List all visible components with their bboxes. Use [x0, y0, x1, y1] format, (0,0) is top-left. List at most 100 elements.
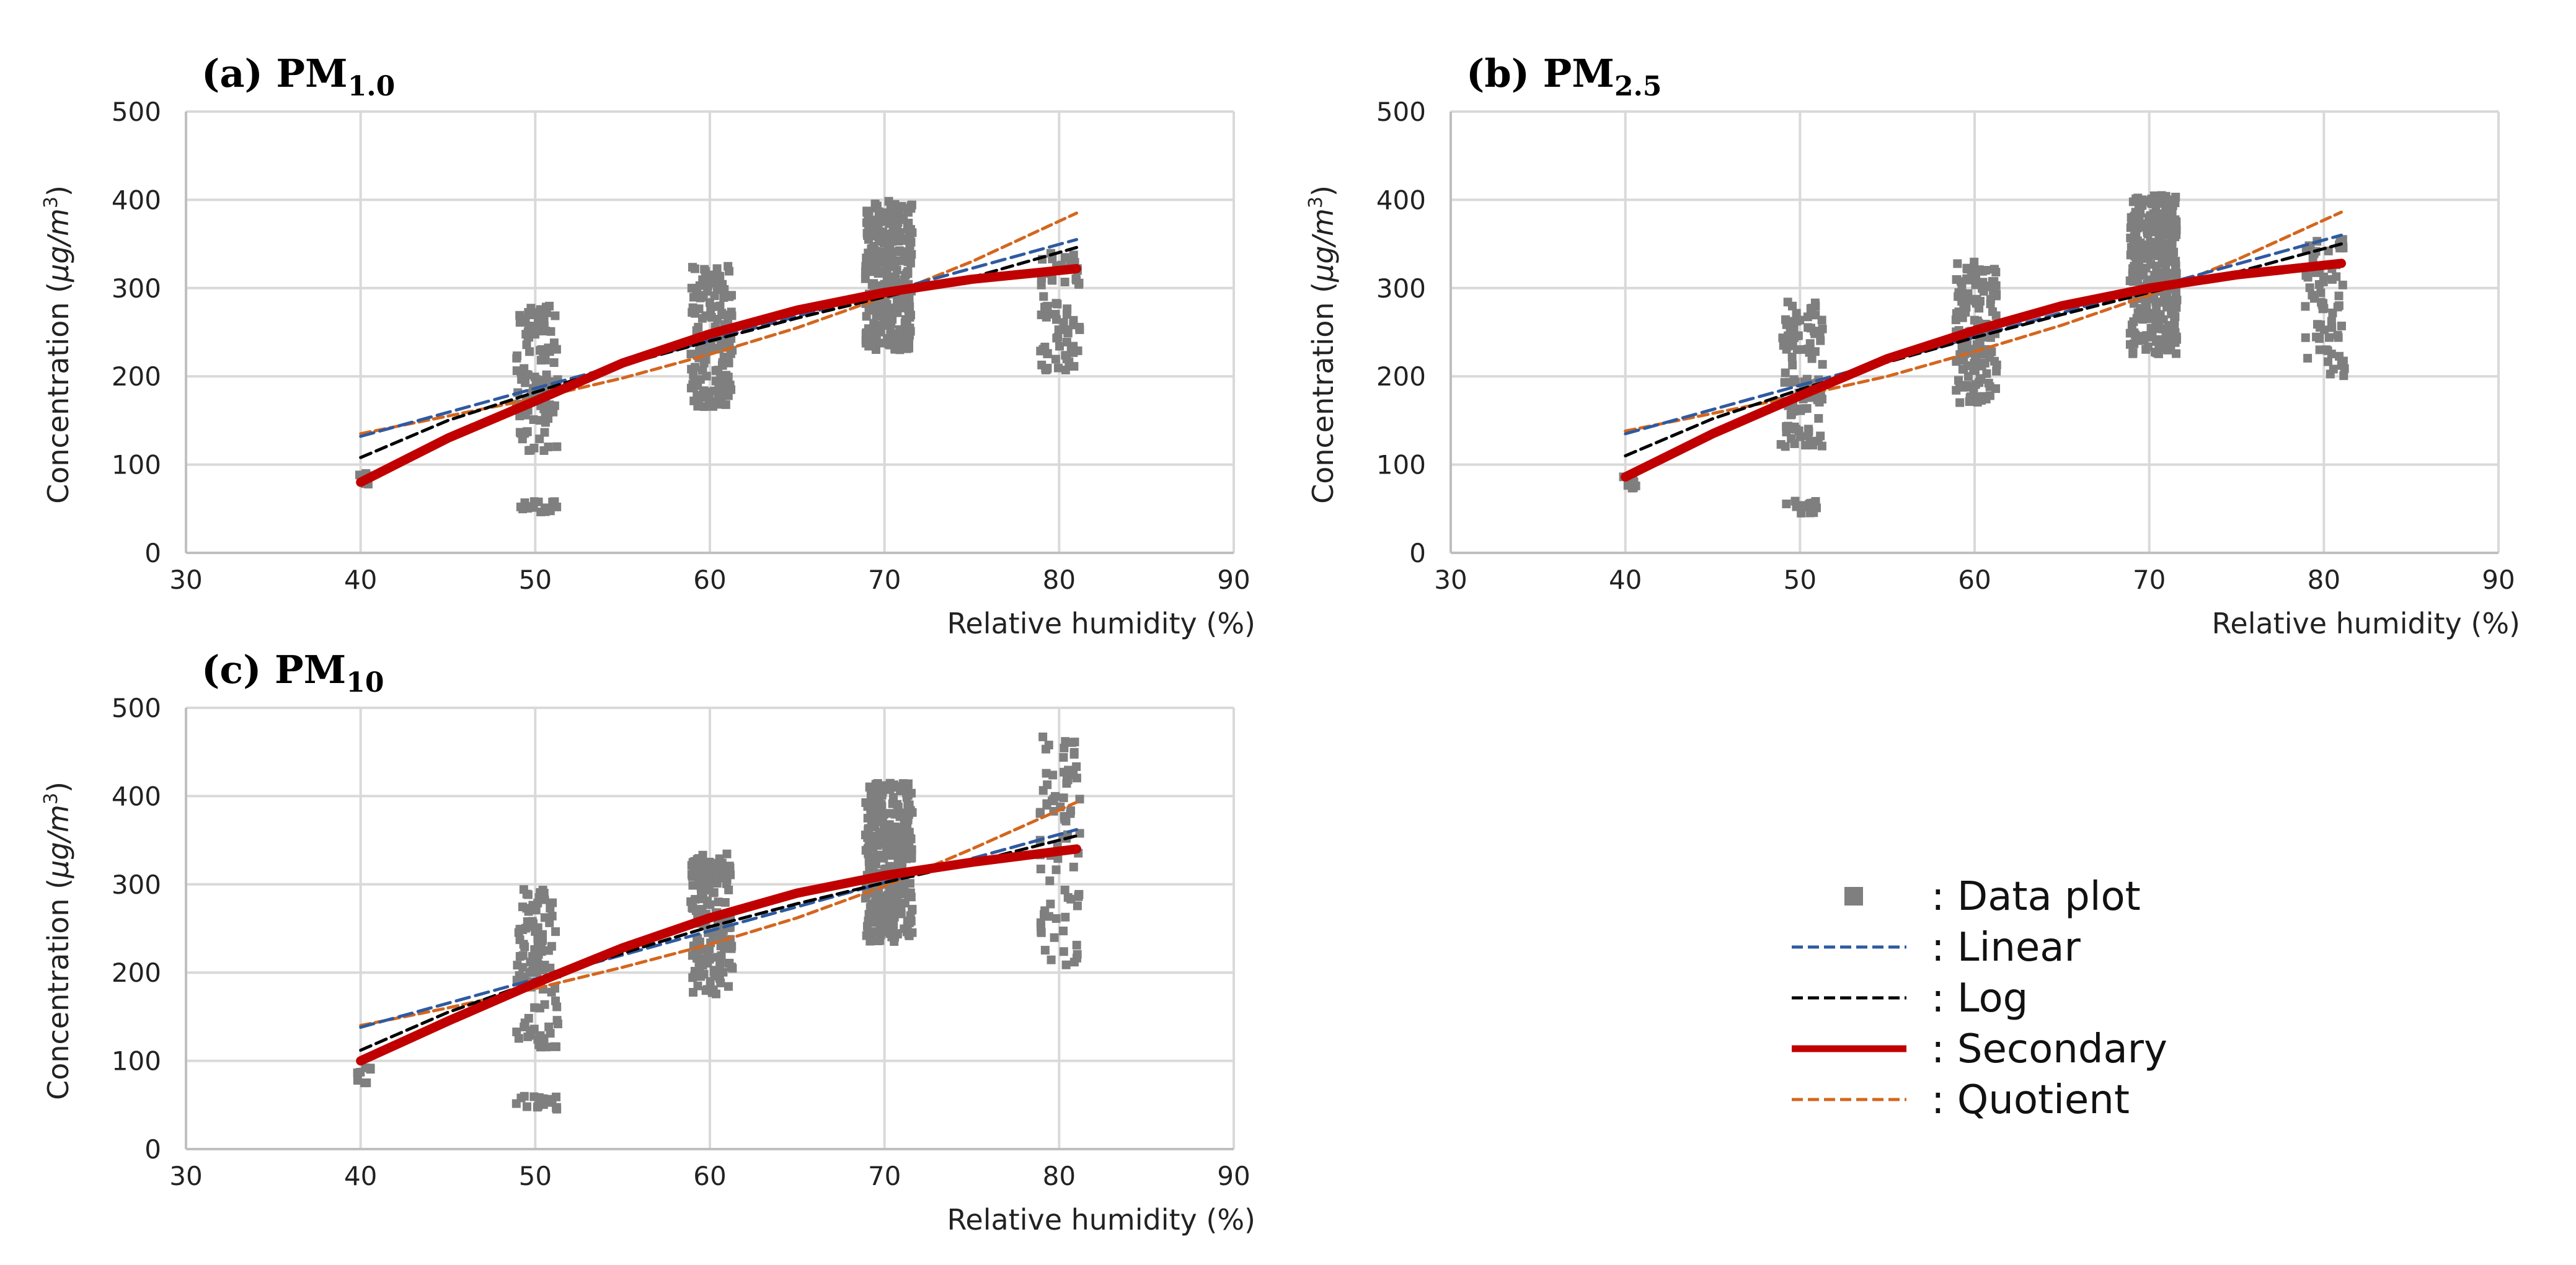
data-point	[2324, 333, 2334, 342]
data-point	[1814, 414, 1823, 423]
data-point	[1990, 265, 1999, 274]
data-point	[531, 375, 541, 384]
data-point	[1983, 282, 1993, 291]
data-point	[1047, 275, 1056, 284]
data-point	[2338, 280, 2347, 289]
data-point	[1629, 477, 1639, 487]
data-point	[1061, 912, 1070, 922]
data-point	[1807, 354, 1817, 363]
data-point	[877, 834, 887, 843]
data-point	[2131, 335, 2141, 345]
x-tick-label: 60	[693, 565, 726, 595]
data-point	[541, 503, 550, 513]
y-tick-label: 200	[1376, 361, 1426, 392]
data-point	[2166, 195, 2175, 205]
data-point	[886, 247, 895, 257]
data-point	[1059, 927, 1068, 936]
y-tick-label: 400	[1376, 185, 1426, 215]
data-point	[2127, 221, 2136, 230]
data-point	[519, 885, 528, 894]
data-point	[1073, 346, 1082, 355]
data-point	[1972, 294, 1981, 304]
data-point	[1783, 298, 1792, 307]
data-point	[2165, 341, 2174, 350]
data-point	[690, 264, 699, 273]
legend-item-quotient: : Quotient	[1792, 1077, 2130, 1123]
data-point	[1044, 741, 1053, 750]
data-point	[1051, 914, 1061, 923]
data-point	[885, 309, 894, 319]
data-point	[884, 275, 893, 284]
y-tick-label: 400	[112, 185, 161, 215]
y-axis-label-unit: μg/m	[42, 804, 75, 879]
data-point	[2154, 349, 2163, 358]
data-point	[1795, 315, 1805, 325]
data-point	[1074, 278, 1084, 288]
data-point	[1038, 732, 1048, 741]
data-point	[863, 335, 872, 345]
data-point	[1051, 299, 1061, 308]
data-point	[2316, 288, 2326, 298]
data-point	[1073, 950, 1082, 959]
data-point	[2328, 308, 2337, 317]
data-point	[2334, 333, 2343, 342]
data-point	[523, 917, 532, 926]
data-point	[722, 875, 732, 884]
data-point	[691, 309, 700, 318]
data-point	[870, 809, 880, 819]
data-point	[875, 237, 884, 246]
data-point	[863, 231, 872, 240]
data-point	[1040, 946, 1050, 955]
data-point	[516, 368, 526, 377]
panel-title-main: (a) PM	[201, 51, 348, 96]
data-point	[1044, 912, 1053, 921]
data-point	[2171, 215, 2180, 224]
data-point	[1973, 396, 1983, 405]
data-point	[1040, 302, 1050, 312]
data-point	[864, 916, 873, 925]
panel-title-subscript: 1.0	[348, 71, 396, 102]
data-point	[2143, 342, 2153, 351]
data-point	[1815, 397, 1824, 407]
data-point	[1059, 793, 1068, 803]
data-point	[1965, 275, 1974, 284]
data-point	[544, 443, 553, 452]
data-point	[536, 356, 546, 365]
data-point	[904, 224, 913, 234]
data-point	[869, 927, 879, 937]
data-point	[890, 200, 900, 209]
y-tick-label: 500	[112, 97, 161, 127]
data-point	[1975, 374, 1985, 383]
data-point	[697, 314, 707, 323]
x-axis-label: Relative humidity (%)	[947, 607, 1256, 640]
data-point	[2146, 324, 2156, 333]
legend: : Data plot: Linear: Log: Secondary: Quo…	[1792, 874, 2167, 1123]
data-point	[1988, 307, 1997, 316]
data-point	[893, 802, 903, 811]
data-point	[2305, 283, 2314, 293]
data-point	[702, 387, 712, 397]
data-point	[725, 863, 735, 873]
data-point	[891, 836, 900, 845]
x-tick-label: 50	[519, 1161, 552, 1191]
y-axis-label-sup: 3	[40, 196, 62, 208]
data-point	[1967, 265, 1976, 275]
x-tick-label: 50	[1784, 565, 1817, 595]
data-point	[2137, 271, 2146, 280]
data-point	[706, 311, 715, 320]
data-point	[874, 916, 883, 925]
panel-title: (a) PM1.0	[201, 51, 395, 102]
data-point	[1975, 304, 1984, 313]
data-point	[869, 862, 878, 871]
data-point	[551, 311, 560, 320]
panel-title-main: (b) PM	[1466, 51, 1614, 96]
x-tick-label: 30	[169, 1161, 202, 1191]
data-point	[2329, 364, 2338, 374]
data-point	[869, 283, 879, 292]
data-point	[2334, 291, 2344, 301]
data-point	[2166, 296, 2175, 305]
y-axis-label-prefix: Concentration (	[1306, 282, 1340, 504]
data-point	[519, 940, 528, 949]
data-point	[714, 282, 723, 291]
data-point	[864, 824, 873, 833]
